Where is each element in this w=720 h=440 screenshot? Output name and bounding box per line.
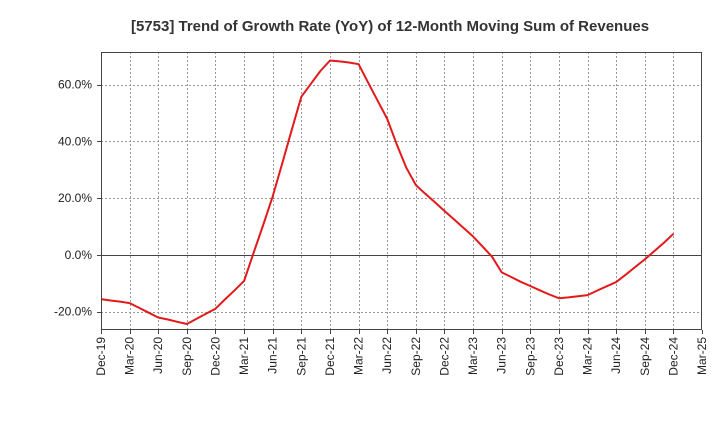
x-tick-label: Dec-23 [552,337,566,376]
y-tick-label: 60.0% [58,78,92,92]
grid-layer [101,52,702,330]
x-tick-label: Dec-24 [666,337,680,376]
x-tick-label: Mar-23 [466,337,480,375]
plot-frame-layer [101,52,702,330]
plot-frame [101,52,702,330]
x-tick-label: Dec-22 [437,337,451,376]
x-tick-label: Mar-22 [352,337,366,375]
x-tick-label: Mar-24 [581,337,595,375]
y-axis-ticks: -20.0% 0.0% 20.0% 40.0% 60.0% [54,78,101,319]
x-tick-label: Sep-21 [294,337,308,376]
x-tick-label: Mar-21 [237,337,251,375]
y-tick-label: -20.0% [54,305,92,319]
x-tick-label: Sep-23 [523,337,537,376]
x-tick-label: Sep-20 [180,337,194,376]
x-tick-label: Dec-21 [323,337,337,376]
x-tick-label: Jun-21 [266,337,280,374]
y-tick-label: 40.0% [58,134,92,148]
x-tick-label: Jun-23 [495,337,509,374]
x-tick-label: Jun-24 [609,337,623,374]
x-axis-ticks: Dec-19 Mar-20 Jun-20 Sep-20 Dec-20 Mar-21 Jun-… [94,330,709,376]
x-tick-label: Jun-22 [380,337,394,374]
series-layer [100,59,675,325]
chart-title: [5753] Trend of Growth Rate (YoY) of 12-… [131,18,649,35]
series-line [100,59,675,325]
x-tick-label: Jun-20 [151,337,165,374]
x-tick-label: Sep-24 [638,337,652,376]
x-tick-label: Dec-19 [94,337,108,376]
x-tick-label: Mar-25 [695,337,709,375]
y-tick-label: 0.0% [65,248,93,262]
y-tick-label: 20.0% [58,191,92,205]
x-tick-label: Mar-20 [123,337,137,375]
x-tick-label: Sep-22 [409,337,423,376]
x-tick-label: Dec-20 [209,337,223,376]
